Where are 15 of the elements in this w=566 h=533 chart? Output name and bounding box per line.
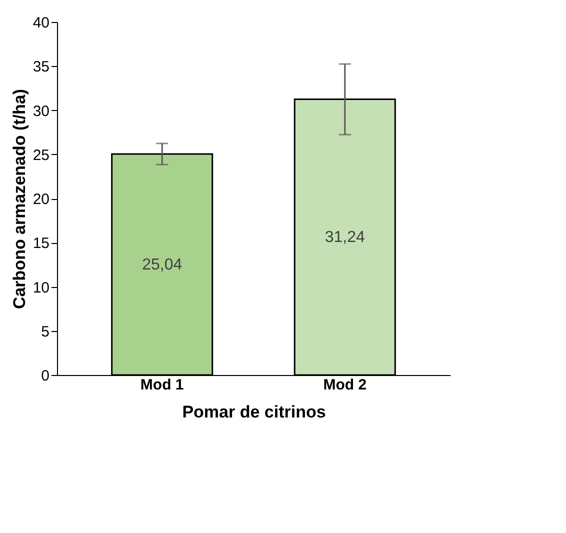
y-tick-label: 25 bbox=[32, 146, 50, 164]
y-tick-label: 35 bbox=[32, 58, 50, 76]
y-tick-label: 5 bbox=[41, 323, 50, 340]
y-tick-label: 0 bbox=[41, 368, 50, 384]
y-axis-title: Carbono armazenado (t/ha) bbox=[10, 88, 29, 310]
x-tick-label: Mod 2 bbox=[323, 376, 367, 394]
x-axis-title: Pomar de citrinos bbox=[182, 402, 326, 422]
x-tick-label: Mod 1 bbox=[140, 376, 184, 394]
data-label: 31,24 bbox=[324, 229, 366, 246]
data-label: 25,04 bbox=[142, 256, 182, 274]
y-tick-label: 15 bbox=[32, 235, 50, 252]
y-tick-label: 40 bbox=[32, 14, 50, 32]
y-tick-label: 20 bbox=[32, 191, 50, 208]
y-tick-label: 30 bbox=[32, 102, 50, 120]
y-tick-label: 10 bbox=[32, 279, 50, 296]
